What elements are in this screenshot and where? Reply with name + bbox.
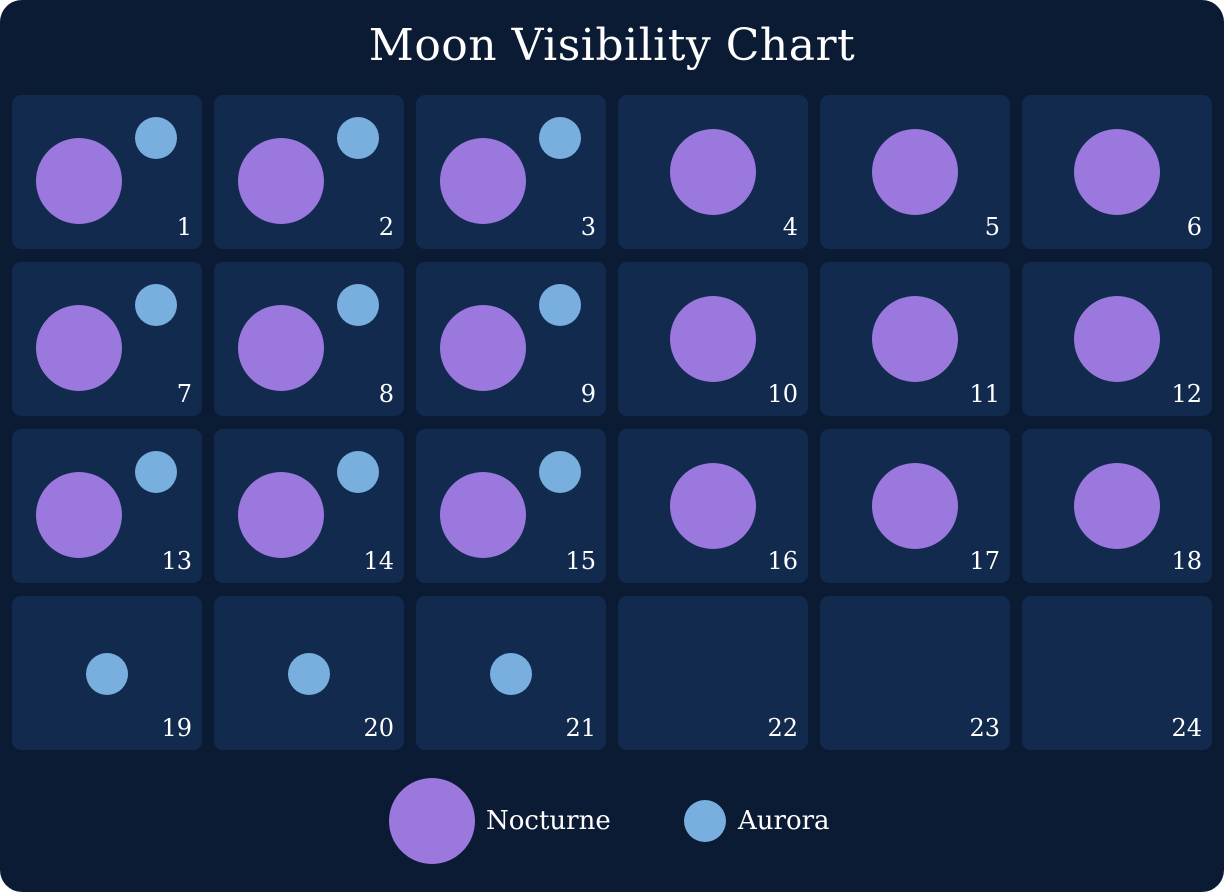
aurora-moon: [539, 451, 581, 493]
aurora-moon: [337, 451, 379, 493]
day-label: 10: [767, 380, 798, 408]
nocturne-moon: [440, 472, 526, 558]
day-label: 6: [1186, 213, 1202, 241]
aurora-legend-label: Aurora: [738, 806, 830, 836]
aurora-moon: [135, 117, 177, 159]
nocturne-moon: [1074, 296, 1160, 382]
day-label: 22: [767, 714, 798, 742]
aurora-moon: [337, 284, 379, 326]
day-cell: 12: [1022, 262, 1212, 416]
day-label: 18: [1171, 547, 1202, 575]
aurora-moon: [135, 284, 177, 326]
day-label: 23: [969, 714, 1000, 742]
aurora-moon: [135, 451, 177, 493]
day-cell: 23: [820, 596, 1010, 750]
day-label: 4: [782, 213, 798, 241]
nocturne-moon: [440, 138, 526, 224]
day-label: 3: [580, 213, 596, 241]
chart-title: Moon Visibility Chart: [368, 20, 856, 71]
nocturne-moon: [1074, 463, 1160, 549]
nocturne-moon: [670, 463, 756, 549]
day-cell: 2: [214, 95, 404, 249]
day-cell: 1: [12, 95, 202, 249]
day-cell: 9: [416, 262, 606, 416]
aurora-legend-swatch: [684, 800, 726, 842]
day-cell: 4: [618, 95, 808, 249]
day-cell: 5: [820, 95, 1010, 249]
day-cell: 21: [416, 596, 606, 750]
day-cell: 14: [214, 429, 404, 583]
day-label: 2: [378, 213, 394, 241]
day-cell: 19: [12, 596, 202, 750]
nocturne-moon: [872, 463, 958, 549]
day-cell: 7: [12, 262, 202, 416]
day-label: 17: [969, 547, 1000, 575]
nocturne-moon: [670, 296, 756, 382]
nocturne-moon: [36, 305, 122, 391]
day-cell: 18: [1022, 429, 1212, 583]
nocturne-moon: [238, 305, 324, 391]
day-cell: 22: [618, 596, 808, 750]
day-cell: 3: [416, 95, 606, 249]
nocturne-moon: [440, 305, 526, 391]
day-label: 16: [767, 547, 798, 575]
nocturne-moon: [36, 138, 122, 224]
nocturne-moon: [872, 296, 958, 382]
day-label: 21: [565, 714, 596, 742]
aurora-moon: [288, 653, 330, 695]
day-label: 9: [580, 380, 596, 408]
day-label: 12: [1171, 380, 1202, 408]
day-cell: 8: [214, 262, 404, 416]
aurora-moon: [86, 653, 128, 695]
nocturne-moon: [238, 138, 324, 224]
day-label: 13: [161, 547, 192, 575]
nocturne-moon: [36, 472, 122, 558]
nocturne-legend-label: Nocturne: [486, 806, 611, 836]
nocturne-moon: [670, 129, 756, 215]
day-cell: 16: [618, 429, 808, 583]
day-label: 15: [565, 547, 596, 575]
day-cell: 17: [820, 429, 1010, 583]
aurora-moon: [539, 284, 581, 326]
day-label: 8: [378, 380, 394, 408]
day-label: 11: [969, 380, 1000, 408]
aurora-moon: [490, 653, 532, 695]
day-label: 14: [363, 547, 394, 575]
day-cell: 6: [1022, 95, 1212, 249]
nocturne-legend-swatch: [389, 778, 475, 864]
day-cell: 20: [214, 596, 404, 750]
day-label: 7: [176, 380, 192, 408]
day-label: 24: [1171, 714, 1202, 742]
nocturne-moon: [238, 472, 324, 558]
day-cell: 24: [1022, 596, 1212, 750]
nocturne-moon: [1074, 129, 1160, 215]
day-label: 1: [176, 213, 192, 241]
day-label: 20: [363, 714, 394, 742]
day-label: 19: [161, 714, 192, 742]
day-cell: 15: [416, 429, 606, 583]
day-cell: 13: [12, 429, 202, 583]
day-cell: 11: [820, 262, 1010, 416]
aurora-moon: [539, 117, 581, 159]
nocturne-moon: [872, 129, 958, 215]
chart-legend: Nocturne Aurora: [0, 778, 1224, 864]
day-label: 5: [984, 213, 1000, 241]
day-cell: 10: [618, 262, 808, 416]
aurora-moon: [337, 117, 379, 159]
